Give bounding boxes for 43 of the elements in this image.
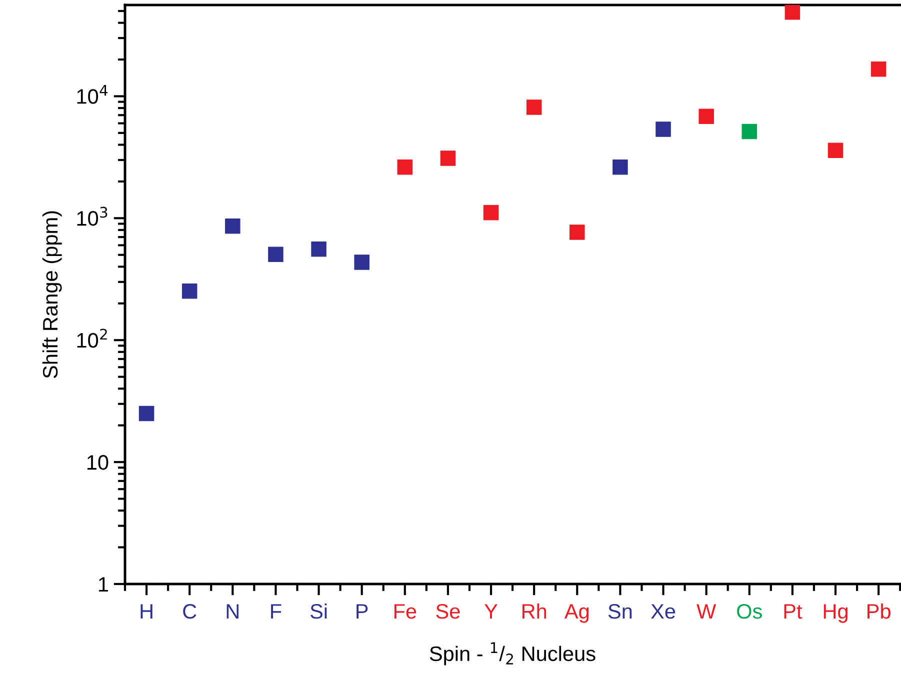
point [612,160,628,175]
x-tick-label: Os [737,604,762,619]
point [225,218,240,234]
x-axis-title: Spin - $^{1}$/$_{2}$ Nucleus [430,642,596,666]
point [268,246,284,262]
point [311,242,326,257]
x-tick-label: Hg [824,604,848,623]
x-tick-label: Fe [394,604,416,619]
x-tick-label: Pt [784,604,802,619]
point [742,124,758,140]
point [570,224,585,240]
x-tick-label: H [140,604,152,619]
x-tick-label: Y [484,604,498,619]
x-tick-label: Se [436,604,460,619]
x-tick-label: P [356,604,368,619]
point [784,5,800,20]
point [354,254,370,270]
point [870,61,886,77]
y-tick-label: 10$^{3}$ [77,206,108,226]
point [440,150,456,166]
x-tick-label: Xe [650,604,676,619]
y-axis-title: Shift Range (ppm) [42,211,62,378]
x-tick-label: Pb [868,603,890,619]
y-tick-label: 10$^{4}$ [77,85,108,104]
x-tick-label: Si [310,603,327,619]
point [483,205,499,220]
point [138,406,154,422]
point [828,142,844,158]
x-tick-label: Ag [564,604,589,623]
x-tick-label: C [183,604,196,619]
point [656,122,671,137]
y-tick-label: 10 [87,455,108,470]
point [397,160,413,175]
y-tick-label: 1 [99,577,108,592]
point [698,108,714,124]
point [526,100,542,115]
point [182,284,198,299]
x-tick-label: F [271,604,282,619]
x-tick-label: Rh [522,603,546,619]
x-tick-label: N [226,604,238,619]
y-tick-label: 10$^{2}$ [77,328,107,348]
x-tick-label: W [696,604,716,619]
x-tick-label: Sn [608,604,632,619]
